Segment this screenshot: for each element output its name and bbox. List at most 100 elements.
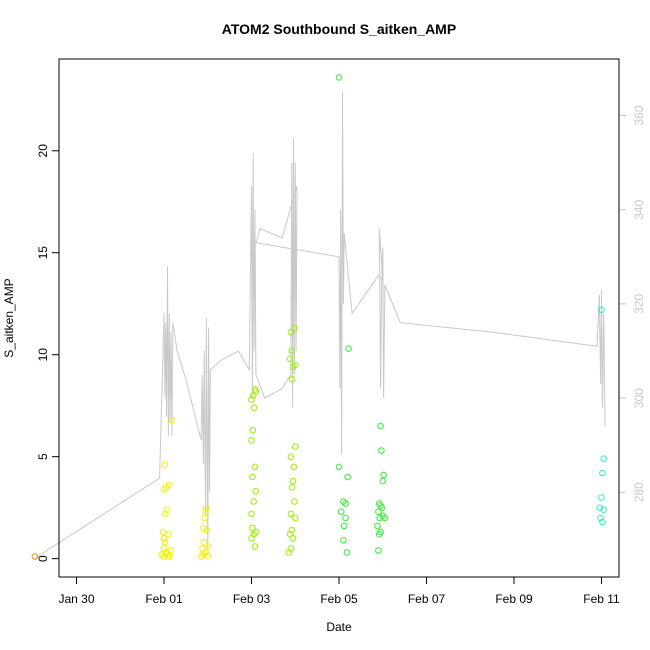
data-point xyxy=(291,498,298,505)
data-point xyxy=(167,547,174,554)
data-point xyxy=(598,494,605,501)
data-point xyxy=(164,506,171,514)
y2-axis: 280 300 320 340 360 xyxy=(618,105,646,502)
data-point xyxy=(204,543,212,550)
y-tick-label: 10 xyxy=(36,348,50,362)
data-point xyxy=(599,518,606,526)
data-point xyxy=(250,498,257,505)
data-point xyxy=(200,524,207,532)
x-tick-label: Feb 09 xyxy=(495,592,533,606)
data-point xyxy=(292,443,299,450)
data-point xyxy=(250,404,258,412)
data-point xyxy=(377,528,384,536)
x-tick-label: Feb 03 xyxy=(233,592,271,606)
data-point xyxy=(340,537,347,544)
y-tick-label: 15 xyxy=(36,246,50,260)
data-point xyxy=(203,504,210,512)
y-tick-label: 5 xyxy=(36,453,50,460)
data-point xyxy=(168,416,176,424)
data-point xyxy=(377,422,384,430)
plot-area xyxy=(31,74,608,560)
data-point xyxy=(252,488,260,495)
data-point xyxy=(251,543,259,550)
y-tick-label: 20 xyxy=(36,144,50,158)
data-point xyxy=(342,500,349,507)
data-point xyxy=(290,463,298,471)
data-point xyxy=(166,553,173,560)
x-axis: Jan 30 Feb 01 Feb 03 Feb 05 Feb 07 Feb 09 Feb … xyxy=(58,576,620,606)
data-point xyxy=(204,552,212,559)
data-point xyxy=(288,484,296,491)
data-point xyxy=(201,514,208,522)
data-point xyxy=(286,530,294,538)
data-point xyxy=(31,553,39,560)
data-point xyxy=(343,549,351,556)
data-point xyxy=(248,396,255,403)
data-point xyxy=(289,363,297,371)
data-point xyxy=(158,551,166,558)
data-point xyxy=(378,447,385,454)
data-point xyxy=(288,375,296,383)
data-point xyxy=(160,486,168,493)
data-point xyxy=(340,522,348,530)
data-point xyxy=(249,473,256,481)
data-point xyxy=(342,514,349,522)
data-point xyxy=(600,506,608,514)
data-point xyxy=(596,504,604,512)
data-point xyxy=(379,477,387,485)
data-point xyxy=(249,524,256,532)
x-tick-label: Jan 30 xyxy=(58,592,94,606)
data-point xyxy=(286,355,294,363)
plot-border xyxy=(58,58,620,578)
data-point xyxy=(251,463,259,471)
data-point xyxy=(202,508,209,516)
data-point xyxy=(161,539,169,546)
data-point xyxy=(159,528,167,536)
y-axis-label: S_aitken_AMP xyxy=(2,278,16,357)
data-point xyxy=(160,535,168,542)
data-point xyxy=(374,522,381,530)
y-axis: 0 5 10 15 20 xyxy=(36,144,60,562)
chart-title: ATOM2 Southbound S_aitken_AMP xyxy=(222,21,456,37)
y2-tick-label: 340 xyxy=(632,199,646,219)
y2-tick-label: 300 xyxy=(632,388,646,408)
data-point xyxy=(287,453,295,461)
data-point xyxy=(250,530,257,538)
data-point xyxy=(292,361,299,369)
data-point xyxy=(375,508,382,516)
data-point xyxy=(162,484,170,491)
x-tick-label: Feb 05 xyxy=(320,592,358,606)
y2-tick-label: 320 xyxy=(632,294,646,314)
data-point xyxy=(600,455,608,463)
data-point xyxy=(160,545,168,552)
data-point xyxy=(203,526,211,534)
data-point xyxy=(287,510,295,518)
x-tick-label: Feb 07 xyxy=(408,592,446,606)
data-point xyxy=(248,437,255,444)
data-point xyxy=(248,510,255,518)
data-point xyxy=(200,539,208,546)
data-point xyxy=(288,526,296,534)
y-tick-label: 0 xyxy=(36,555,50,562)
data-point xyxy=(380,471,387,479)
data-point xyxy=(337,508,345,516)
data-point xyxy=(335,463,343,471)
y2-tick-label: 280 xyxy=(632,482,646,502)
data-point xyxy=(200,551,207,558)
data-point xyxy=(289,477,297,485)
data-point xyxy=(599,469,606,477)
x-tick-label: Feb 01 xyxy=(145,592,183,606)
data-point xyxy=(381,514,389,522)
data-point xyxy=(597,514,604,522)
data-point xyxy=(199,545,206,552)
data-point xyxy=(197,553,205,560)
data-point xyxy=(287,329,295,336)
data-point xyxy=(340,498,347,505)
data-point xyxy=(345,345,352,352)
data-point xyxy=(252,528,260,536)
data-point xyxy=(289,535,297,542)
data-point xyxy=(252,388,260,395)
data-point xyxy=(376,500,383,507)
x-axis-label: Date xyxy=(326,620,352,634)
